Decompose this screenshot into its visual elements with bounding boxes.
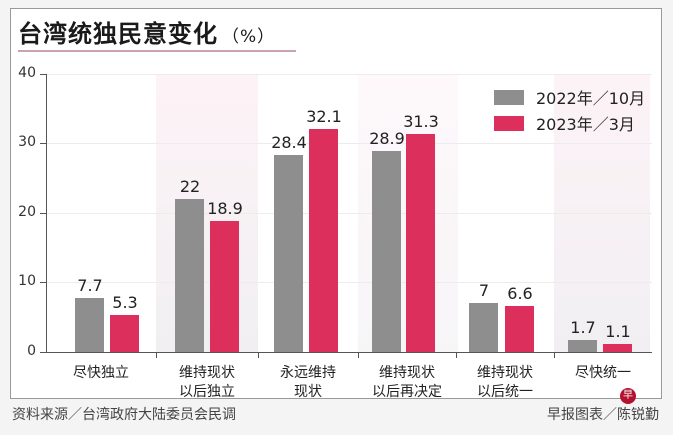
y-label-10: 10: [18, 273, 36, 289]
y-label-30: 30: [18, 134, 36, 150]
x-tick: [554, 352, 555, 358]
category-label-2: 维持现状 以后独立: [179, 365, 235, 400]
value-label: 32.1: [306, 107, 342, 126]
plot-area: [46, 74, 652, 352]
legend-swatch-grey: [494, 89, 524, 105]
title-unit: （%）: [222, 27, 276, 47]
y-tick: [40, 213, 46, 214]
value-label: 22: [179, 177, 201, 196]
category-label-4: 维持现状 以后再决定: [372, 365, 442, 400]
value-label: 7: [478, 281, 490, 300]
y-tick: [40, 352, 46, 353]
value-label: 5.3: [112, 293, 138, 312]
y-label-40: 40: [18, 65, 36, 81]
x-tick: [258, 352, 259, 358]
bar-2023-unification-asap: [603, 344, 632, 352]
credit-note: 早报图表／陈锐勤: [547, 407, 659, 423]
bar-2022-unification-asap: [568, 340, 597, 352]
gridline-10: [46, 282, 652, 283]
legend-item-2023: 2023年／3月: [494, 110, 645, 136]
value-label: 18.9: [207, 199, 243, 218]
bar-2023-status-quo-then-unification: [505, 306, 534, 352]
y-tick: [40, 143, 46, 144]
x-axis: [46, 352, 652, 353]
value-label: 28.9: [369, 129, 405, 148]
bar-2022-independence-asap: [75, 298, 104, 352]
value-label: 31.3: [403, 112, 439, 131]
bar-2022-status-quo-then-independence: [175, 199, 204, 352]
legend-item-2022: 2022年／10月: [494, 84, 645, 110]
bar-2023-status-quo-then-independence: [210, 221, 239, 352]
chart-title: 台湾统独民意变化 （%）: [18, 14, 275, 49]
y-label-20: 20: [18, 204, 36, 220]
zaobao-logo-icon: 早: [620, 388, 636, 404]
value-label: 1.7: [570, 318, 596, 337]
x-tick: [156, 352, 157, 358]
value-label: 7.7: [77, 276, 103, 295]
gridline-40: [46, 74, 652, 75]
bar-2023-status-quo-forever: [309, 129, 338, 352]
value-label: 28.4: [271, 133, 307, 152]
value-label: 6.6: [507, 284, 533, 303]
gridline-30: [46, 143, 652, 144]
bar-2022-status-quo-forever: [274, 155, 303, 352]
value-label: 1.1: [605, 322, 631, 341]
bar-2022-status-quo-decide-later: [372, 151, 401, 352]
bar-2023-status-quo-decide-later: [406, 134, 435, 352]
title-underline: [18, 50, 296, 52]
y-axis: [46, 74, 47, 353]
source-note: 资料来源／台湾政府大陆委员会民调: [12, 407, 236, 423]
category-label-3: 永远维持 现状: [280, 365, 336, 400]
legend-swatch-red: [494, 115, 524, 131]
category-label-1: 尽快独立: [73, 365, 129, 381]
y-tick: [40, 74, 46, 75]
gridline-20: [46, 213, 652, 214]
bar-2023-independence-asap: [110, 315, 139, 352]
chart-legend: 2022年／10月 2023年／3月: [494, 84, 645, 136]
y-tick: [40, 282, 46, 283]
title-text: 台湾统独民意变化: [18, 20, 218, 48]
y-label-0: 0: [27, 343, 36, 359]
x-tick: [456, 352, 457, 358]
bar-2022-status-quo-then-unification: [469, 303, 498, 352]
x-tick: [358, 352, 359, 358]
category-label-6: 尽快统一: [575, 365, 631, 381]
category-label-5: 维持现状 以后统一: [477, 365, 533, 400]
